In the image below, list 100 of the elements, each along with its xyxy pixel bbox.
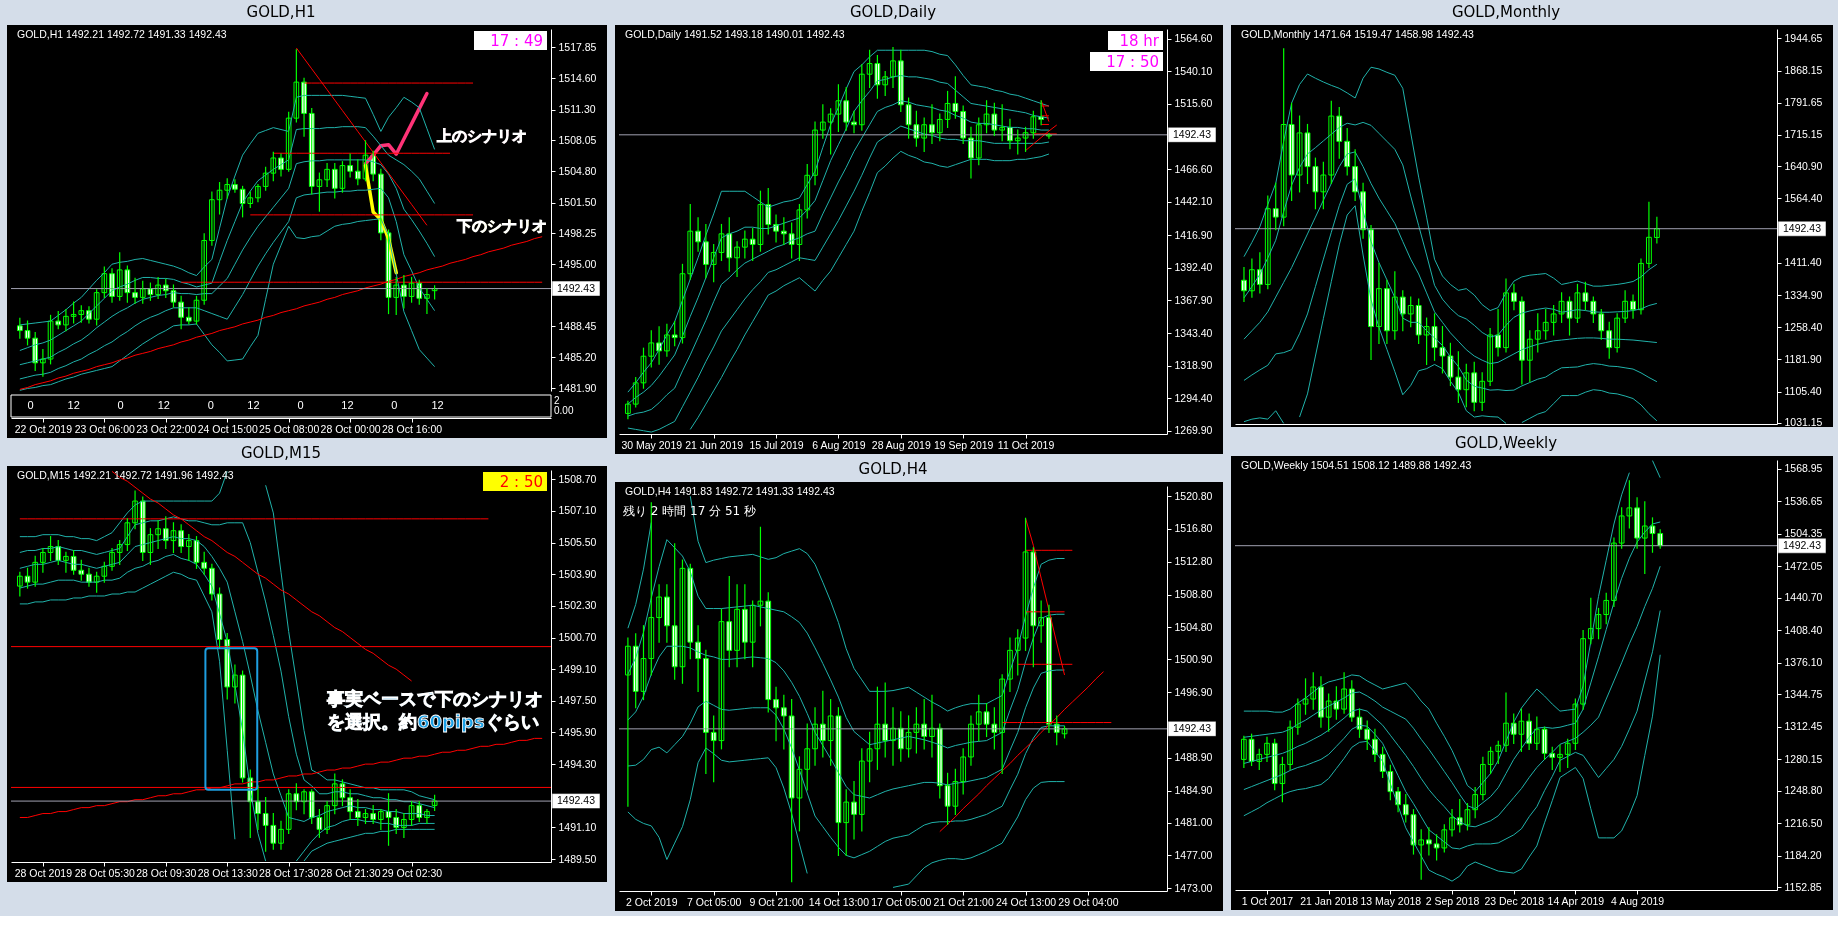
y-tick-label: 1504.35 [1784, 527, 1823, 540]
annotation: GOLD,M15 1492.21 1492.72 1491.96 1492.43 [17, 469, 234, 481]
text: 12 [247, 399, 260, 411]
y-tick-label: 1481.90 [558, 381, 597, 394]
y-tick-label: 1514.60 [558, 71, 597, 84]
y-tick-label: 1868.15 [1784, 64, 1823, 77]
y-tick-label: 1248.80 [1784, 784, 1823, 797]
y-tick-label: 1484.90 [1174, 784, 1213, 797]
y-tick-label: 1488.90 [1174, 751, 1213, 764]
x-tick-label: 9 Oct 21:00 [749, 895, 804, 908]
x-tick-label: 25 Oct 08:00 [259, 422, 320, 435]
x-tick-label: 24 Oct 13:00 [995, 895, 1057, 908]
y-tick-label: 1416.90 [1174, 228, 1213, 241]
y-tick-label: 1501.50 [558, 196, 597, 209]
y-tick-label: 1472.05 [1784, 559, 1823, 572]
x-tick-label: 28 Oct 21:30 [320, 866, 381, 879]
x-tick-label: 2 Sep 2018 [1425, 894, 1480, 907]
x-tick-label: 2 Oct 2019 [626, 895, 678, 908]
annotation: GOLD,Daily 1491.52 1493.18 1490.01 1492.43 [625, 28, 845, 40]
y-tick-label: 1564.40 [1784, 191, 1823, 204]
y-tick-label: 1496.90 [1174, 685, 1213, 698]
y-tick-label: 1485.20 [558, 350, 597, 363]
annotation: 17 : 49 [490, 32, 543, 50]
y-tick-label: 1376.10 [1784, 656, 1823, 669]
y-tick-label: 1031.15 [1784, 416, 1823, 429]
chart-title: GOLD,Monthly [1451, 3, 1561, 21]
y-tick-label: 1497.50 [558, 694, 597, 707]
y-tick-label: 1466.60 [1174, 162, 1213, 175]
x-tick-label: 28 Oct 17:30 [259, 866, 320, 879]
y-tick-label: 1477.00 [1174, 848, 1213, 861]
text: 0.00 [554, 405, 574, 416]
y-tick-label: 1491.10 [558, 820, 597, 833]
x-tick-label: 17 Oct 05:00 [871, 895, 932, 908]
x-tick-label: 28 Oct 13:30 [197, 866, 258, 879]
x-tick-label: 23 Oct 06:00 [74, 422, 136, 435]
y-tick-label: 1280.15 [1784, 752, 1823, 765]
y-tick-label: 1500.70 [558, 631, 597, 644]
y-tick-label: 1499.10 [558, 662, 597, 675]
y-tick-label: 1411.40 [1784, 256, 1822, 269]
y-tick-label: 1442.10 [1174, 195, 1213, 208]
x-tick-label: 28 Oct 2019 [14, 866, 73, 879]
text: 0 [27, 399, 34, 411]
x-tick-label: 11 Oct 2019 [997, 438, 1055, 451]
y-tick-label: 1564.60 [1174, 32, 1213, 45]
y-tick-label: 1258.40 [1784, 320, 1823, 333]
x-tick-label: 7 Oct 05:00 [687, 895, 742, 908]
text: 12 [431, 399, 444, 411]
x-tick-label: 14 Oct 13:00 [808, 895, 870, 908]
y-tick-label: 1568.95 [1784, 462, 1823, 475]
x-tick-label: 4 Aug 2019 [1611, 894, 1665, 907]
y-tick-label: 1498.25 [558, 226, 597, 239]
y-tick-label: 1508.05 [558, 133, 597, 146]
annotation: GOLD,Monthly 1471.64 1519.47 1458.98 1492.43 [1241, 28, 1475, 40]
text: 12 [67, 399, 80, 411]
ref-line-label: 1492.43 [557, 281, 596, 294]
x-tick-label: 14 Apr 2019 [1547, 894, 1605, 907]
y-tick-label: 1715.15 [1784, 128, 1823, 141]
ref-line-label: 1492.43 [557, 794, 596, 807]
x-tick-label: 19 Sep 2019 [933, 438, 994, 451]
y-tick-label: 1495.00 [558, 257, 597, 270]
x-tick-label: 24 Oct 15:00 [197, 422, 258, 435]
y-tick-label: 1294.40 [1174, 391, 1213, 404]
annotation: GOLD,H4 1491.83 1492.72 1491.33 1492.43 [625, 485, 835, 497]
x-tick-label: 28 Oct 05:30 [74, 866, 136, 879]
ref-line-label: 1492.43 [1783, 221, 1822, 234]
y-tick-label: 1216.50 [1784, 816, 1823, 829]
y-tick-label: 1408.40 [1784, 623, 1823, 636]
text: 12 [157, 399, 170, 411]
chart-title: GOLD,Weekly [1454, 434, 1558, 452]
y-tick-label: 1343.40 [1174, 326, 1213, 339]
x-tick-label: 28 Oct 16:00 [382, 422, 443, 435]
chart-title: GOLD,H4 [858, 460, 928, 478]
y-tick-label: 1640.90 [1784, 159, 1823, 172]
ref-line-label: 1492.43 [1173, 721, 1212, 734]
y-tick-label: 1511.30 [558, 103, 596, 116]
y-tick-label: 1334.90 [1784, 288, 1823, 301]
x-tick-label: 6 Aug 2019 [812, 438, 866, 451]
y-tick-label: 1494.30 [558, 757, 597, 770]
x-tick-label: 22 Oct 2019 [14, 422, 73, 435]
y-tick-label: 1181.90 [1784, 352, 1822, 365]
y-tick-label: 1392.40 [1174, 261, 1213, 274]
y-tick-label: 1503.90 [558, 567, 597, 580]
text: 0 [117, 399, 124, 411]
y-tick-label: 1489.50 [558, 852, 597, 865]
text: 2 [554, 395, 560, 406]
x-tick-label: 1 Oct 2017 [1241, 894, 1294, 907]
annotation: を選択。約60pipsぐらい [326, 710, 539, 732]
text: 12 [341, 399, 354, 411]
y-tick-label: 1473.00 [1174, 881, 1213, 894]
annotation: 2 : 50 [499, 473, 543, 491]
x-tick-label: 29 Oct 04:00 [1058, 895, 1119, 908]
ref-line-label: 1492.43 [1173, 127, 1212, 140]
y-tick-label: 1536.65 [1784, 494, 1823, 507]
x-tick-label: 15 Jul 2019 [749, 438, 804, 451]
chart-title: GOLD,M15 [240, 444, 322, 462]
annotation: 事実ベースで下のシナリオ [325, 688, 543, 710]
y-tick-label: 1184.20 [1784, 849, 1822, 862]
x-tick-label: 21 Jun 2019 [685, 438, 744, 451]
x-tick-label: 29 Oct 02:30 [382, 866, 443, 879]
text: 0 [207, 399, 214, 411]
